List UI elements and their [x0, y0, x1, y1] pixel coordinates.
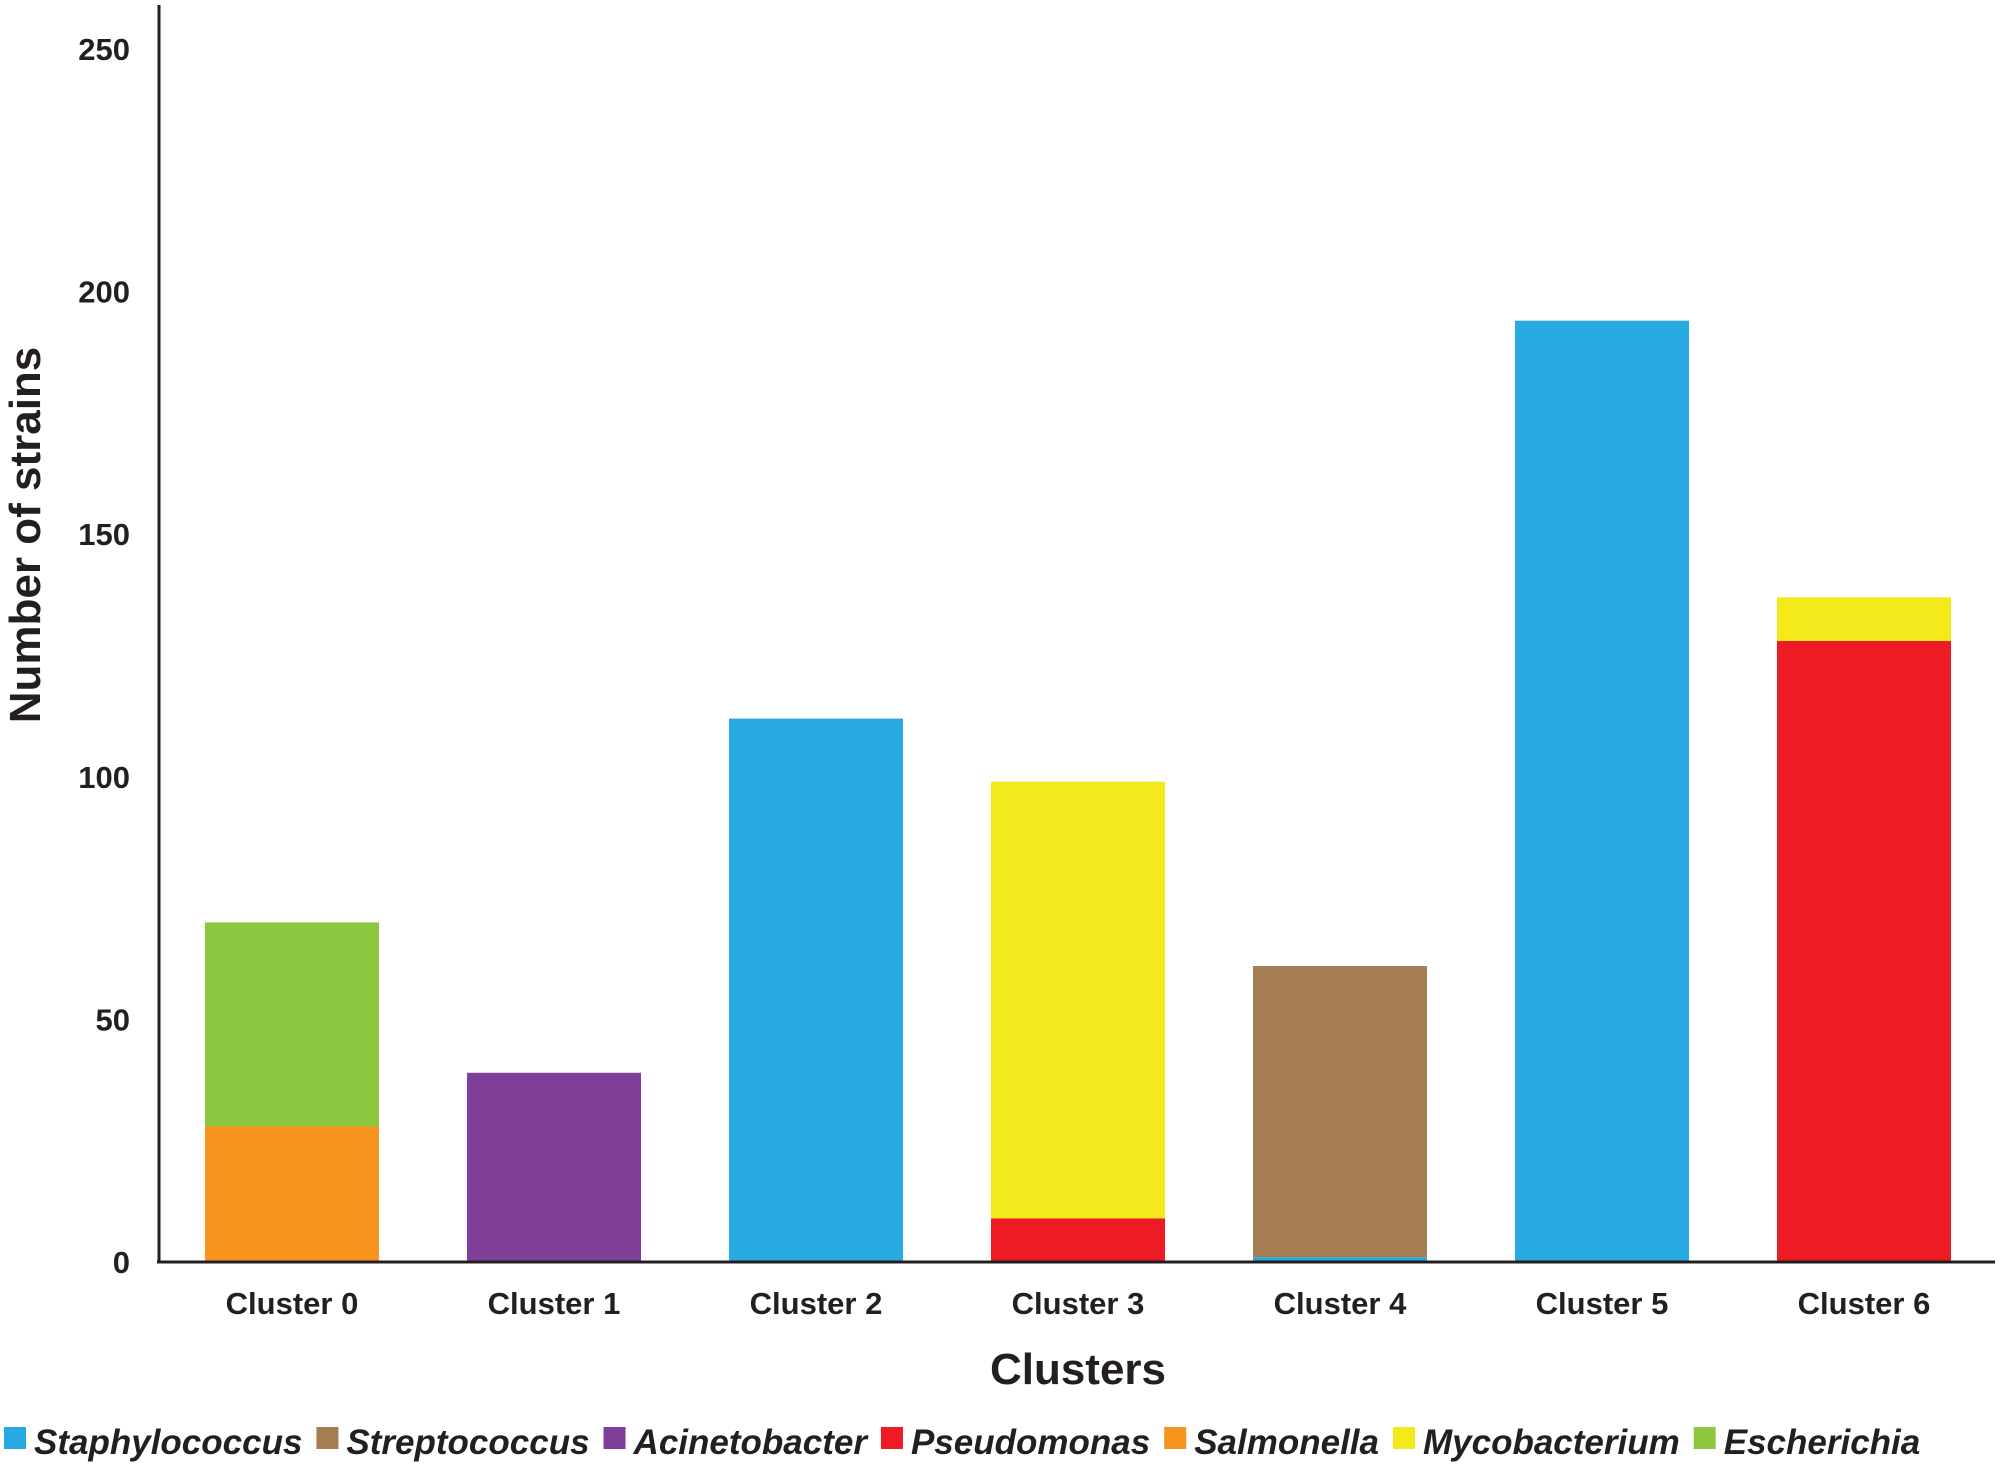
legend-swatch-mycobacterium — [1392, 1427, 1415, 1449]
y-tick-label: 250 — [78, 32, 130, 67]
y-tick-label: 100 — [78, 760, 130, 795]
legend-label-salmonella: Salmonella — [1194, 1423, 1379, 1462]
legend-swatch-staphylococcus — [4, 1427, 26, 1449]
y-tick-label: 150 — [78, 517, 130, 552]
bar-cluster-4-staphylococcus — [1253, 1257, 1427, 1262]
y-tick-labels: 0 50 100 150 200 250 — [78, 32, 130, 1280]
bar-cluster-3-pseudomonas — [991, 1218, 1165, 1262]
x-tick-label: Cluster 4 — [1274, 1286, 1407, 1321]
y-tick-label: 0 — [113, 1245, 130, 1280]
y-tick-label: 200 — [78, 275, 130, 310]
legend-swatch-salmonella — [1164, 1427, 1187, 1449]
legend-label-escherichia: Escherichia — [1724, 1423, 1921, 1462]
bar-cluster-6-pseudomonas — [1777, 640, 1951, 1262]
bar-cluster-1-acinetobacter — [467, 1072, 641, 1262]
x-tick-label: Cluster 1 — [488, 1286, 621, 1321]
bars-group — [205, 320, 1951, 1262]
x-tick-label: Cluster 5 — [1536, 1286, 1669, 1321]
x-tick-label: Cluster 0 — [226, 1286, 359, 1321]
x-axis-title: Clusters — [990, 1345, 1166, 1394]
legend-label-staphylococcus: Staphylococcus — [34, 1423, 302, 1462]
legend-swatch-streptococcus — [316, 1427, 339, 1449]
bar-cluster-3-mycobacterium — [991, 781, 1165, 1219]
legend-swatch-escherichia — [1693, 1427, 1716, 1449]
x-tick-label: Cluster 2 — [750, 1286, 883, 1321]
legend-label-streptococcus: Streptococcus — [346, 1423, 589, 1462]
x-tick-labels: Cluster 0 Cluster 1 Cluster 2 Cluster 3 Clus… — [226, 1286, 1931, 1321]
bar-cluster-6-mycobacterium — [1777, 597, 1951, 641]
legend-label-mycobacterium: Mycobacterium — [1423, 1423, 1680, 1462]
legend-label-pseudomonas: Pseudomonas — [911, 1423, 1150, 1462]
legend: Staphylococcus Streptococcus Acinetobacter… — [4, 1423, 1920, 1462]
bar-cluster-4-streptococcus — [1253, 966, 1427, 1258]
legend-swatch-pseudomonas — [880, 1427, 903, 1449]
y-axis-title: Number of strains — [1, 347, 50, 724]
bar-cluster-0-escherichia — [205, 922, 379, 1127]
legend-label-acinetobacter: Acinetobacter — [633, 1423, 870, 1462]
bar-cluster-0-salmonella — [205, 1126, 379, 1262]
x-tick-label: Cluster 6 — [1798, 1286, 1931, 1321]
bar-cluster-5-staphylococcus — [1515, 320, 1689, 1262]
y-tick-label: 50 — [96, 1002, 130, 1037]
legend-swatch-acinetobacter — [603, 1427, 626, 1449]
x-tick-label: Cluster 3 — [1012, 1286, 1145, 1321]
bar-cluster-2-staphylococcus — [729, 718, 903, 1262]
